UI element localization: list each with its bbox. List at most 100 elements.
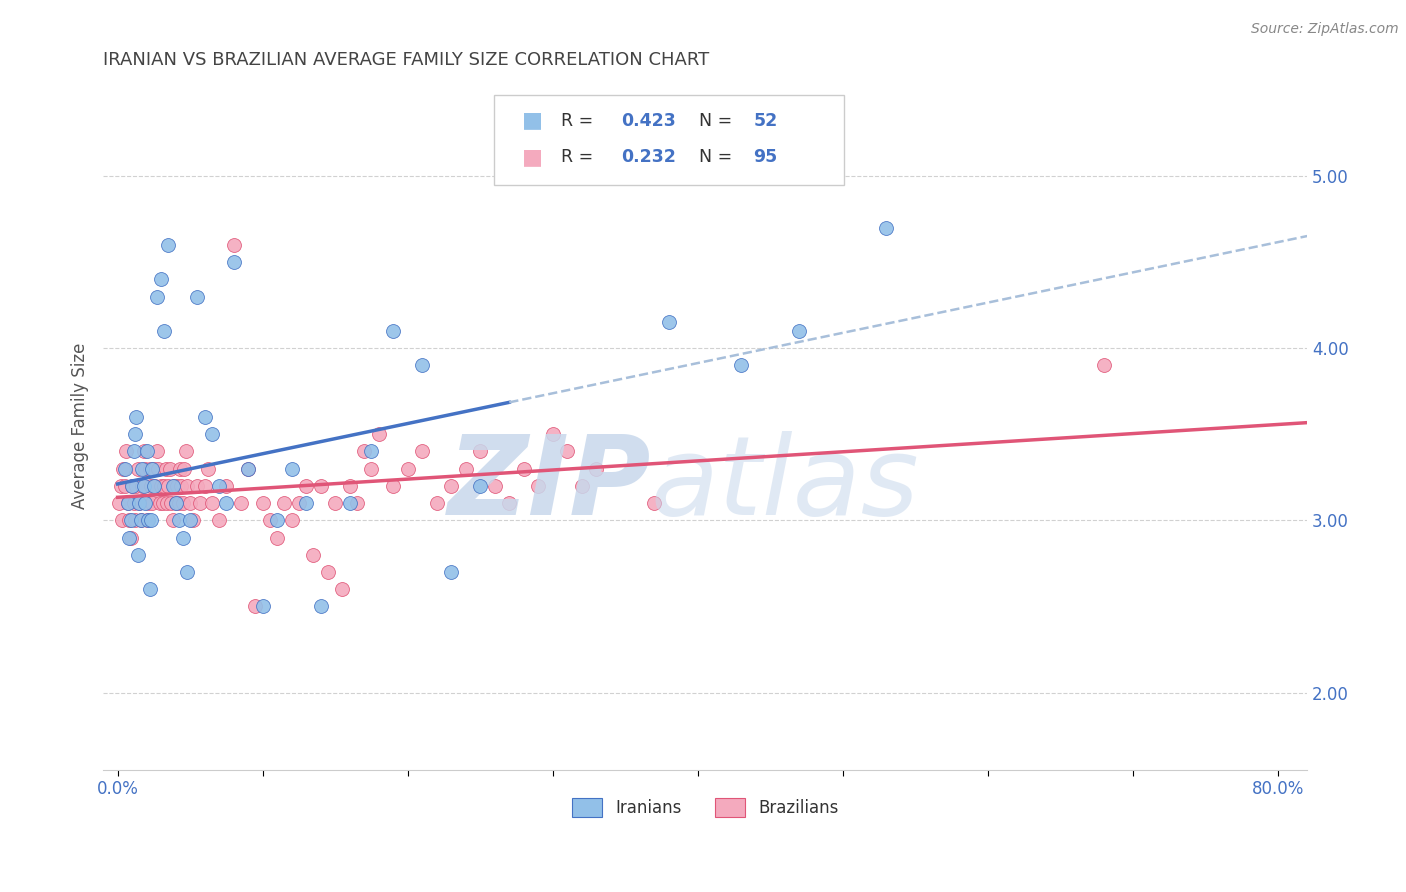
- Point: [555, 444, 578, 458]
- Point: [165, 496, 187, 510]
- Point: [112, 461, 135, 475]
- Point: [170, 479, 193, 493]
- Text: R =: R =: [561, 112, 599, 129]
- Point: [157, 238, 180, 252]
- Point: [215, 479, 238, 493]
- Point: [108, 496, 131, 510]
- Point: [146, 289, 169, 303]
- Point: [382, 479, 405, 493]
- Point: [222, 255, 245, 269]
- Point: [172, 496, 194, 510]
- Point: [128, 496, 150, 510]
- Point: [339, 496, 361, 510]
- Point: [139, 513, 162, 527]
- Point: [160, 496, 183, 510]
- Point: [125, 410, 148, 425]
- Point: [288, 496, 311, 510]
- Point: [134, 461, 156, 475]
- Point: [245, 599, 267, 614]
- Point: [176, 565, 198, 579]
- Point: [110, 479, 132, 493]
- Point: [111, 513, 134, 527]
- Point: [159, 461, 181, 475]
- FancyBboxPatch shape: [495, 95, 844, 185]
- Point: [454, 461, 477, 475]
- Point: [498, 496, 520, 510]
- Point: [141, 496, 163, 510]
- Text: IRANIAN VS BRAZILIAN AVERAGE FAMILY SIZE CORRELATION CHART: IRANIAN VS BRAZILIAN AVERAGE FAMILY SIZE…: [103, 51, 710, 69]
- Point: [208, 479, 231, 493]
- Point: [142, 479, 165, 493]
- Legend: Iranians, Brazilians: Iranians, Brazilians: [565, 791, 845, 823]
- Point: [585, 461, 607, 475]
- Point: [167, 513, 190, 527]
- Point: [153, 479, 176, 493]
- Point: [163, 479, 186, 493]
- Point: [252, 496, 274, 510]
- Point: [169, 461, 191, 475]
- Text: Source: ZipAtlas.com: Source: ZipAtlas.com: [1251, 22, 1399, 37]
- Text: 0.423: 0.423: [621, 112, 675, 129]
- Point: [134, 496, 156, 510]
- Point: [129, 513, 152, 527]
- Point: [148, 461, 170, 475]
- Text: ■: ■: [522, 147, 543, 167]
- Point: [332, 582, 354, 597]
- Point: [396, 461, 419, 475]
- Point: [470, 479, 492, 493]
- Point: [115, 444, 138, 458]
- Point: [309, 599, 332, 614]
- Point: [179, 496, 201, 510]
- Point: [181, 513, 204, 527]
- Point: [155, 461, 177, 475]
- Point: [149, 496, 172, 510]
- Point: [789, 324, 811, 338]
- Y-axis label: Average Family Size: Average Family Size: [72, 343, 89, 508]
- Point: [280, 513, 302, 527]
- Point: [129, 513, 152, 527]
- Text: N =: N =: [699, 112, 738, 129]
- Point: [146, 444, 169, 458]
- Point: [238, 461, 260, 475]
- Point: [302, 548, 325, 562]
- Point: [295, 479, 318, 493]
- Point: [179, 513, 201, 527]
- Point: [120, 531, 142, 545]
- Point: [141, 461, 163, 475]
- Point: [309, 479, 332, 493]
- Point: [513, 461, 536, 475]
- Point: [150, 479, 173, 493]
- Point: [165, 496, 187, 510]
- Point: [135, 444, 157, 458]
- Point: [280, 461, 302, 475]
- Point: [229, 496, 252, 510]
- Point: [124, 427, 146, 442]
- Point: [440, 479, 463, 493]
- Point: [1092, 359, 1115, 373]
- Point: [208, 513, 231, 527]
- Point: [167, 496, 190, 510]
- Point: [411, 444, 433, 458]
- Point: [339, 479, 361, 493]
- Point: [266, 513, 288, 527]
- Point: [194, 410, 217, 425]
- Point: [120, 513, 142, 527]
- Point: [360, 444, 382, 458]
- Text: ZIP: ZIP: [447, 431, 651, 538]
- Point: [162, 513, 184, 527]
- Point: [252, 599, 274, 614]
- Point: [127, 548, 149, 562]
- Point: [273, 496, 295, 510]
- Point: [153, 324, 176, 338]
- Text: R =: R =: [561, 148, 599, 166]
- Point: [132, 479, 155, 493]
- Text: atlas: atlas: [651, 431, 920, 538]
- Point: [173, 461, 195, 475]
- Point: [122, 496, 145, 510]
- Point: [138, 582, 160, 597]
- Point: [295, 496, 318, 510]
- Point: [367, 427, 389, 442]
- Point: [186, 289, 208, 303]
- Point: [730, 359, 752, 373]
- Point: [157, 479, 180, 493]
